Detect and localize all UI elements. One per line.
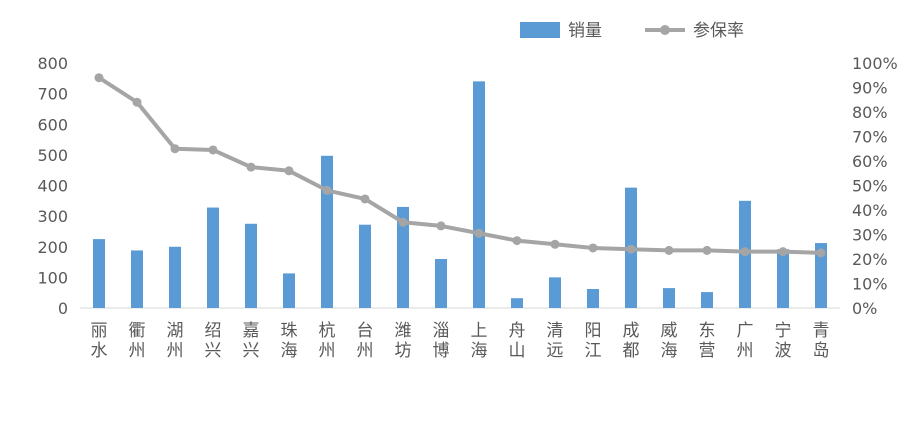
x-tick-label: 丽水 [91, 321, 108, 361]
x-tick-label: 淄博 [433, 321, 450, 361]
x-tick-label: 阳江 [585, 321, 602, 361]
x-tick-label: 上海 [471, 321, 488, 361]
line-point-绍兴 [208, 145, 218, 155]
bar-绍兴 [207, 207, 219, 308]
line-point-杭州 [322, 185, 332, 195]
line-point-上海 [474, 228, 484, 238]
x-tick-label: 台州 [357, 321, 374, 361]
bar-青岛 [815, 243, 827, 308]
legend-bar-label: 销量 [568, 21, 602, 41]
x-tick-label: 成都 [623, 321, 640, 361]
y-left-tick-label: 700 [37, 85, 68, 104]
line-point-湖州 [170, 144, 180, 154]
y-right-tick-label: 100% [852, 54, 898, 73]
y-left-tick-label: 200 [37, 238, 68, 257]
x-tick-label: 威海 [661, 321, 678, 361]
y-left-tick-label: 300 [37, 207, 68, 226]
line-point-嘉兴 [246, 162, 256, 172]
x-tick-label: 东营 [699, 321, 716, 361]
y-right-tick-label: 60% [852, 152, 888, 171]
line-point-阳江 [588, 243, 598, 253]
bar-清远 [549, 277, 561, 308]
bar-series [93, 81, 827, 308]
line-point-潍坊 [398, 217, 408, 227]
legend-bar-swatch [520, 22, 560, 38]
x-tick-label: 广州 [737, 321, 754, 361]
bar-舟山 [511, 298, 523, 308]
line-path [97, 76, 822, 255]
bar-珠海 [283, 273, 295, 308]
bar-东营 [701, 292, 713, 308]
y-right-tick-label: 40% [852, 201, 888, 220]
x-tick-label: 清远 [547, 321, 564, 361]
line-point-衢州 [132, 97, 142, 107]
y-right-tick-label: 70% [852, 128, 888, 147]
bar-阳江 [587, 289, 599, 308]
x-tick-label: 绍兴 [205, 321, 222, 361]
line-point-淄博 [436, 221, 446, 231]
x-tick-label: 潍坊 [395, 321, 412, 361]
bar-淄博 [435, 259, 447, 308]
y-right-tick-label: 80% [852, 103, 888, 122]
line-point-成都 [626, 244, 636, 254]
y-axis-right: 0% 10% 20% 30% 40% 50% 60% 70% 80% 90% 100% [852, 54, 898, 318]
bar-湖州 [169, 246, 181, 308]
legend-line-label: 参保率 [693, 21, 744, 41]
y-right-tick-label: 10% [852, 275, 888, 294]
bar-衢州 [131, 250, 143, 308]
x-tick-label: 湖州 [167, 321, 184, 361]
y-left-tick-label: 500 [37, 146, 68, 165]
x-tick-label: 宁波 [775, 321, 792, 361]
x-tick-label: 衢州 [129, 320, 146, 361]
y-left-tick-label: 0 [58, 299, 68, 318]
x-tick-label: 嘉兴 [243, 321, 260, 361]
line-point-珠海 [284, 166, 294, 176]
y-left-tick-label: 100 [37, 268, 68, 287]
y-right-tick-label: 20% [852, 250, 888, 269]
y-right-tick-label: 50% [852, 177, 888, 196]
y-left-tick-label: 400 [37, 177, 68, 196]
line-point-东营 [702, 245, 712, 255]
x-tick-label: 杭州 [319, 321, 336, 361]
line-point-宁波 [778, 247, 788, 257]
legend-line-marker [660, 25, 670, 35]
bar-台州 [359, 224, 371, 308]
bar-上海 [473, 81, 485, 308]
line-point-清远 [550, 239, 560, 249]
chart-legend: 销量 参保率 [520, 21, 744, 41]
bar-丽水 [93, 239, 105, 308]
y-right-tick-label: 90% [852, 79, 888, 98]
y-axis-left: 0 100 200 300 400 500 600 700 800 [37, 54, 68, 318]
y-left-tick-label: 800 [37, 54, 68, 73]
bar-杭州 [321, 155, 333, 308]
bar-威海 [663, 288, 675, 308]
y-right-tick-label: 0% [852, 299, 877, 318]
x-tick-label: 珠海 [281, 321, 298, 361]
bar-嘉兴 [245, 223, 257, 308]
bar-潍坊 [397, 206, 409, 308]
bar-宁波 [777, 249, 789, 308]
line-point-威海 [664, 245, 674, 255]
x-tick-label: 青岛 [813, 321, 830, 361]
y-right-tick-label: 30% [852, 226, 888, 245]
line-point-广州 [740, 247, 750, 257]
line-point-台州 [360, 194, 370, 204]
line-series [94, 73, 826, 258]
line-point-青岛 [816, 248, 826, 258]
y-left-tick-label: 600 [37, 115, 68, 134]
line-point-丽水 [94, 73, 104, 83]
line-point-舟山 [512, 236, 522, 246]
x-tick-label: 舟山 [509, 321, 526, 361]
